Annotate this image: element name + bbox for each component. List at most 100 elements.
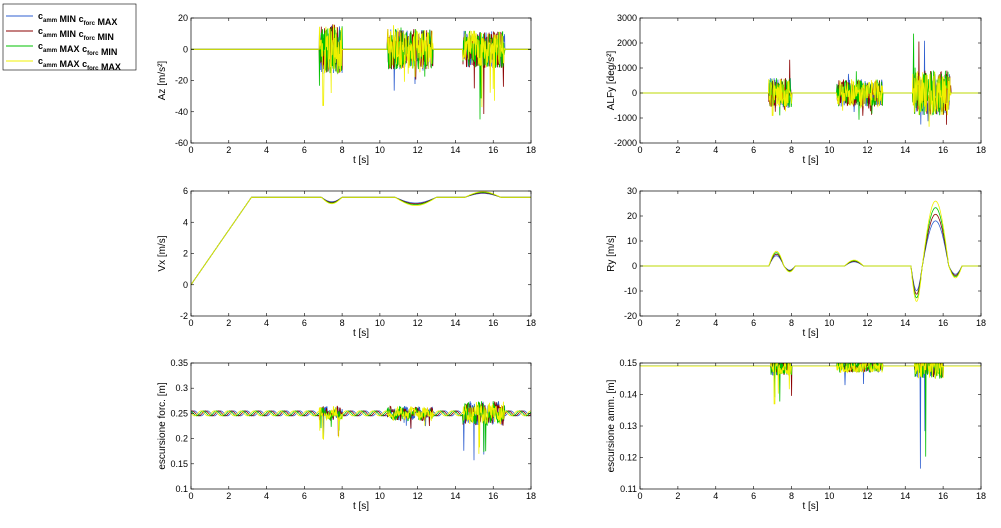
x-tick-label: 18 xyxy=(976,145,986,155)
x-tick-label: 10 xyxy=(375,318,385,328)
y-tick-label: 0.3 xyxy=(175,383,188,393)
y-tick-label: 0.15 xyxy=(170,459,188,469)
y-tick-label: 2000 xyxy=(617,38,637,48)
y-axis-label: escursione amm. [m] xyxy=(606,379,617,472)
x-tick-label: 4 xyxy=(264,491,269,501)
y-tick-label: 0 xyxy=(183,44,188,54)
x-tick-label: 10 xyxy=(375,491,385,501)
y-axis-label: ALFy [deg/s²] xyxy=(606,51,617,111)
x-tick-label: 0 xyxy=(637,318,642,328)
y-tick-label: 10 xyxy=(627,236,637,246)
y-axis-label: escursione forc. [m] xyxy=(157,382,168,469)
x-tick-label: 12 xyxy=(413,318,423,328)
legend-label: camm MIN cforc MAX xyxy=(38,11,117,27)
series-line xyxy=(191,192,531,286)
x-tick-label: 16 xyxy=(488,491,498,501)
x-tick-label: 14 xyxy=(450,145,460,155)
y-tick-label: 0 xyxy=(183,280,188,290)
axes-box xyxy=(639,17,982,144)
x-tick-label: 16 xyxy=(938,491,948,501)
x-axis-label: t [s] xyxy=(353,501,369,512)
x-tick-label: 10 xyxy=(375,145,385,155)
y-tick-label: -2000 xyxy=(614,138,637,148)
y-tick-label: -40 xyxy=(175,107,188,117)
series-line xyxy=(191,193,531,286)
x-tick-label: 0 xyxy=(188,491,193,501)
x-tick-label: 6 xyxy=(302,318,307,328)
legend-entry: camm MIN cforc MIN xyxy=(6,26,114,42)
series-line xyxy=(640,213,981,295)
x-tick-label: 6 xyxy=(751,491,756,501)
y-tick-label: 0.25 xyxy=(170,408,188,418)
y-tick-label: -1000 xyxy=(614,113,637,123)
x-tick-label: 6 xyxy=(751,318,756,328)
x-tick-label: 10 xyxy=(824,491,834,501)
x-tick-label: 16 xyxy=(938,318,948,328)
x-tick-label: 14 xyxy=(900,491,910,501)
series-line xyxy=(191,401,531,461)
axes-box xyxy=(639,190,982,317)
y-tick-label: 0.2 xyxy=(175,434,188,444)
y-tick-label: 0.35 xyxy=(170,358,188,368)
series-line xyxy=(640,363,981,469)
x-tick-label: 0 xyxy=(637,145,642,155)
series-line xyxy=(191,191,531,286)
x-tick-label: 4 xyxy=(713,145,718,155)
x-tick-label: 2 xyxy=(226,318,231,328)
y-tick-label: 0.14 xyxy=(619,390,637,400)
y-tick-label: 1000 xyxy=(617,63,637,73)
x-axis-label: t [s] xyxy=(802,155,818,166)
y-tick-label: -20 xyxy=(175,76,188,86)
x-tick-label: 8 xyxy=(789,491,794,501)
series-line xyxy=(640,220,981,292)
x-tick-label: 12 xyxy=(413,491,423,501)
x-tick-label: 14 xyxy=(900,145,910,155)
x-tick-label: 12 xyxy=(862,491,872,501)
x-tick-label: 10 xyxy=(824,145,834,155)
y-tick-label: 6 xyxy=(183,186,188,196)
x-tick-label: 4 xyxy=(713,318,718,328)
x-tick-label: 2 xyxy=(226,145,231,155)
y-tick-label: 0 xyxy=(632,88,637,98)
y-tick-label: -2 xyxy=(180,311,188,321)
x-tick-label: 14 xyxy=(450,318,460,328)
x-tick-label: 8 xyxy=(340,318,345,328)
x-tick-label: 2 xyxy=(675,491,680,501)
y-tick-label: 2 xyxy=(183,249,188,259)
x-tick-label: 8 xyxy=(789,145,794,155)
x-tick-label: 6 xyxy=(302,145,307,155)
y-tick-label: -60 xyxy=(175,138,188,148)
series-line xyxy=(191,24,531,108)
series-line xyxy=(191,26,531,120)
x-tick-label: 4 xyxy=(264,145,269,155)
y-tick-label: -20 xyxy=(624,311,637,321)
x-tick-label: 12 xyxy=(862,145,872,155)
legend-label: camm MAX cforc MIN xyxy=(38,41,117,57)
x-tick-label: 14 xyxy=(900,318,910,328)
legend-label: camm MIN cforc MIN xyxy=(38,26,114,42)
y-tick-label: 20 xyxy=(627,211,637,221)
axes-box xyxy=(190,362,532,490)
y-tick-label: 0.12 xyxy=(619,453,637,463)
x-tick-label: 8 xyxy=(789,318,794,328)
x-tick-label: 2 xyxy=(675,145,680,155)
x-tick-label: 2 xyxy=(226,491,231,501)
y-tick-label: 30 xyxy=(627,186,637,196)
subplot: 0 2 4 6 8 10 12 14 16 18 0.1 0.15 0.2 0.25 0.3 0.35 t [s… xyxy=(157,358,536,512)
y-tick-label: 3000 xyxy=(617,13,637,23)
x-tick-label: 2 xyxy=(675,318,680,328)
subplot: 0 2 4 6 8 10 12 14 16 18 -20 -10 0 10 20 30 t [s] Ry [m/s… xyxy=(606,186,986,339)
x-tick-label: 16 xyxy=(488,145,498,155)
x-tick-label: 18 xyxy=(526,491,536,501)
x-tick-label: 14 xyxy=(450,491,460,501)
series-line xyxy=(191,401,531,454)
axes-box xyxy=(190,190,532,317)
x-tick-label: 18 xyxy=(976,318,986,328)
x-tick-label: 6 xyxy=(302,491,307,501)
x-tick-label: 8 xyxy=(340,491,345,501)
x-tick-label: 4 xyxy=(713,491,718,501)
